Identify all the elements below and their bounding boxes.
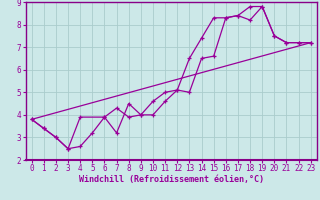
X-axis label: Windchill (Refroidissement éolien,°C): Windchill (Refroidissement éolien,°C) (79, 175, 264, 184)
